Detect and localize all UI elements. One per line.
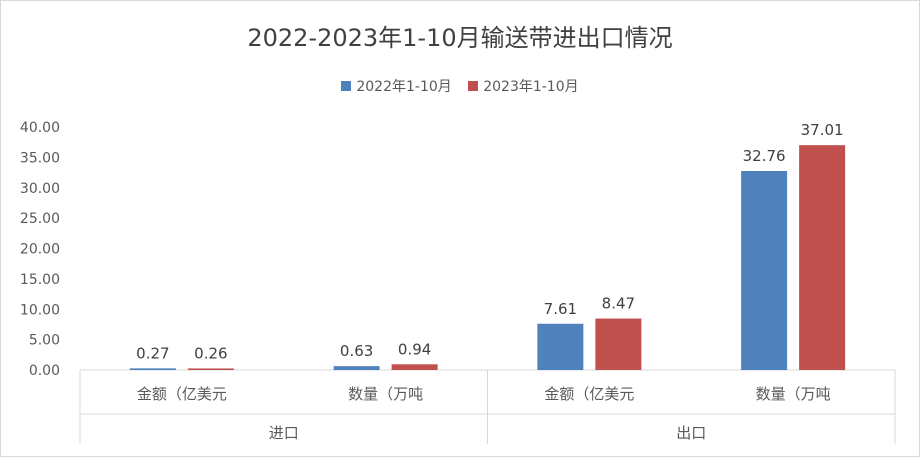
legend: 2022年1-10月 2023年1-10月 — [0, 76, 920, 96]
chart-title: 2022-2023年1-10月输送带进出口情况 — [247, 24, 673, 52]
data-label: 0.27 — [136, 344, 169, 362]
legend-swatch-2023 — [468, 81, 479, 91]
legend-label-2022: 2022年1-10月 — [356, 79, 452, 95]
bar-series0-cat2 — [537, 323, 584, 370]
bar-series1-cat3 — [799, 145, 846, 370]
y-tick-label: 10.00 — [20, 302, 60, 318]
y-tick-label: 30.00 — [20, 181, 60, 197]
y-tick-label: 25.00 — [20, 211, 60, 227]
data-label: 8.47 — [602, 295, 635, 313]
x-category-label: 金额（亿美元 — [137, 385, 227, 403]
data-label: 32.76 — [743, 147, 786, 165]
y-tick-label: 0.00 — [29, 363, 60, 379]
legend-swatch-2022 — [341, 81, 352, 91]
data-label: 37.01 — [801, 121, 844, 139]
x-category-label: 金额（亿美元 — [544, 385, 634, 403]
data-label: 0.26 — [194, 344, 227, 362]
bar-series0-cat1 — [333, 366, 380, 370]
bar-series0-cat0 — [129, 368, 176, 370]
x-category-label: 数量（万吨 — [756, 385, 831, 403]
x-category-label: 数量（万吨 — [348, 385, 423, 403]
y-tick-label: 40.00 — [20, 120, 60, 136]
x-group-label: 出口 — [676, 424, 706, 442]
legend-label-2023: 2023年1-10月 — [483, 79, 579, 95]
y-tick-label: 35.00 — [20, 150, 60, 166]
legend-item-2022: 2022年1-10月 — [341, 76, 452, 96]
legend-item-2023: 2023年1-10月 — [468, 76, 579, 96]
bar-series0-cat3 — [741, 170, 788, 370]
data-label: 0.63 — [340, 342, 373, 360]
y-tick-label: 5.00 — [29, 333, 60, 349]
data-label: 0.94 — [398, 340, 431, 358]
data-label: 7.61 — [544, 300, 577, 318]
bar-series1-cat2 — [595, 318, 642, 370]
x-group-label: 进口 — [269, 424, 299, 442]
y-tick-label: 20.00 — [20, 242, 60, 258]
bar-series1-cat1 — [391, 364, 438, 370]
y-tick-label: 15.00 — [20, 272, 60, 288]
bar-series1-cat0 — [187, 368, 234, 370]
